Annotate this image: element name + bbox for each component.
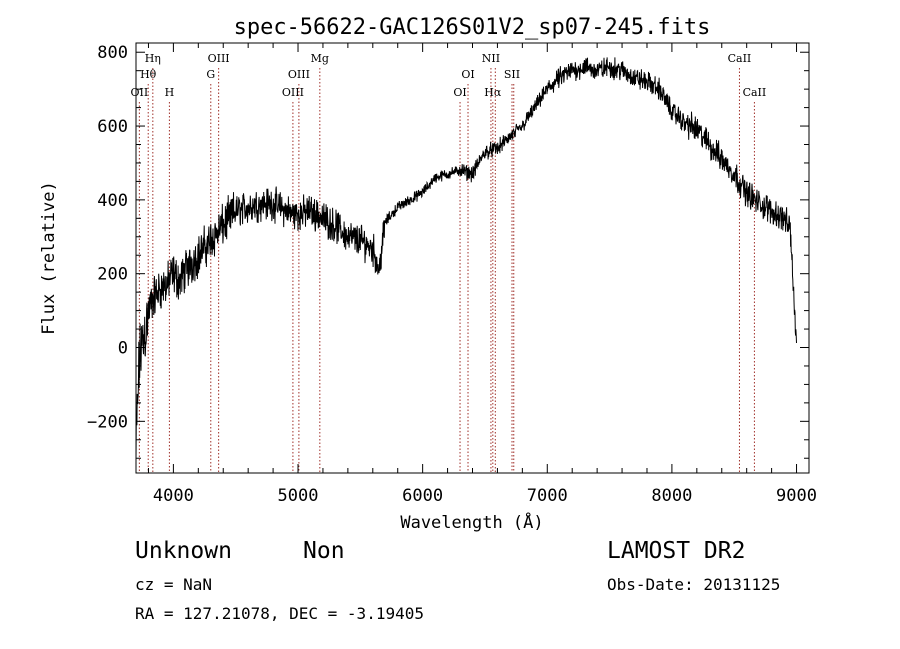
emission-line-label: OIII <box>282 86 304 99</box>
plot-frame <box>135 42 810 474</box>
emission-line-label: OII <box>131 86 149 99</box>
x-tick-label: 4000 <box>153 486 194 506</box>
y-tick-label: 0 <box>118 339 128 359</box>
x-tick-label: 7000 <box>527 486 568 506</box>
object-class: Unknown <box>135 538 232 564</box>
emission-line-label: NII <box>482 52 500 65</box>
axis-ticks <box>136 43 809 473</box>
emission-line-label: OIII <box>208 52 230 65</box>
emission-line-label: OI <box>461 68 474 81</box>
spectrum-series <box>135 57 797 461</box>
object-subclass: Non <box>303 538 345 564</box>
emission-line-label: CaII <box>743 86 767 99</box>
y-tick-label: 800 <box>97 43 128 63</box>
emission-line-label: Hα <box>484 86 502 99</box>
emission-line-label: OI <box>453 86 466 99</box>
x-tick-label: 6000 <box>402 486 443 506</box>
survey-name: LAMOST DR2 <box>607 538 746 564</box>
sky-coordinates: RA = 127.21078, DEC = -3.19405 <box>135 604 424 623</box>
y-axis-label: Flux (relative) <box>39 181 59 335</box>
emission-line-label: SII <box>504 68 520 81</box>
emission-line-label: Hθ <box>140 68 157 81</box>
x-axis-label: Wavelength (Å) <box>400 511 543 533</box>
redshift-value: cz = NaN <box>135 575 213 594</box>
y-tick-label: 400 <box>97 191 128 211</box>
y-tick-label: 200 <box>97 265 128 285</box>
x-tick-label: 5000 <box>278 486 319 506</box>
emission-line-label: OIII <box>288 68 310 81</box>
x-tick-label: 8000 <box>651 486 692 506</box>
y-tick-label: −200 <box>87 412 128 432</box>
chart-title: spec-56622-GAC126S01V2_sp07-245.fits <box>234 15 711 40</box>
emission-line-label: Mg <box>311 52 329 65</box>
emission-line-label: H <box>165 86 175 99</box>
emission-line-label: Hη <box>145 52 161 65</box>
x-tick-label: 9000 <box>776 486 817 506</box>
tick-labels: 4000 5000 6000 7000 8000 9000 −200 0 200 400 600 80… <box>87 43 817 506</box>
emission-line-label: CaII <box>728 52 752 65</box>
emission-line-markers: OIIHθHηHGOIIIOIIIOIIIMgOIOINIIHαSIICaIIC… <box>131 52 767 473</box>
y-tick-label: 600 <box>97 117 128 137</box>
observation-date: Obs-Date: 20131125 <box>607 575 781 594</box>
spectrum-line <box>135 57 797 461</box>
emission-line-label: G <box>206 68 215 81</box>
